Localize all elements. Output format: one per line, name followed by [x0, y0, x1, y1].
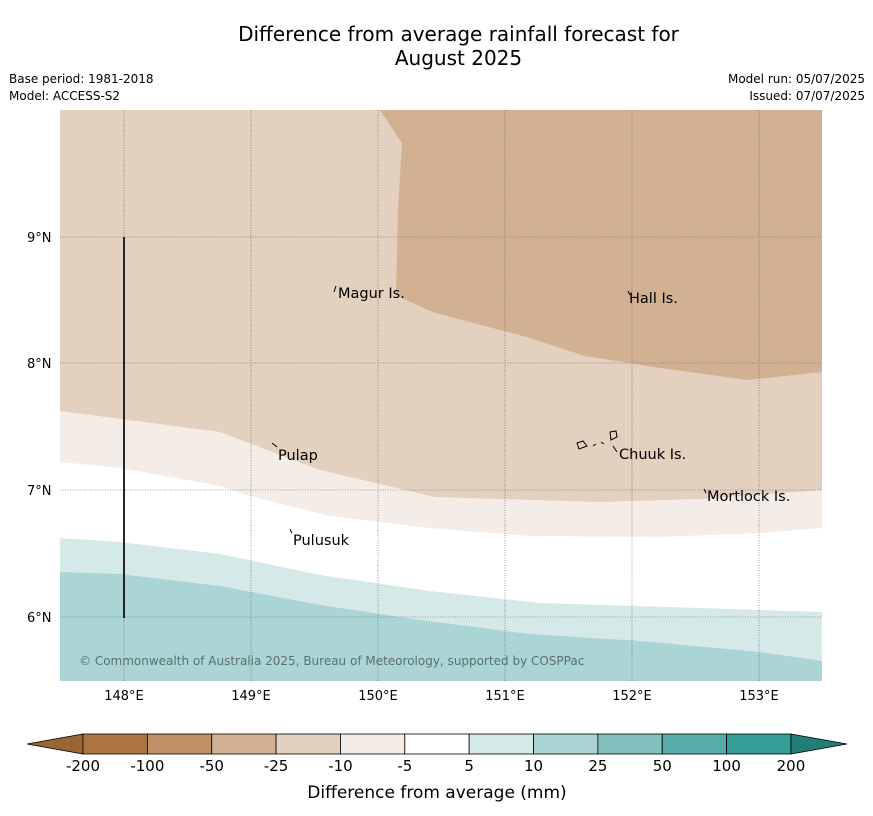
- place-label-pulusuk: Pulusuk: [293, 533, 350, 549]
- map-title: Difference from average rainfall forecas…: [0, 22, 873, 70]
- pulap-island-shape: [271, 442, 278, 448]
- colorbar-segment: [533, 733, 599, 755]
- lon-label-149e: 149°E: [231, 689, 271, 704]
- colorbar-over-arrow: [790, 733, 848, 755]
- base-period: Base period: 1981-2018: [9, 72, 154, 86]
- lat-label-6n: 6°N: [27, 611, 52, 626]
- colorbar-segment: [404, 733, 470, 755]
- colorbar-ticks: -200 -100 -50 -25 -10 -5 5 10 25 50 100 200: [66, 757, 805, 775]
- place-label-hall: Hall Is.: [629, 291, 678, 307]
- place-label-chuuk: Chuuk Is.: [619, 447, 686, 463]
- colorbar-tick-label: -25: [264, 757, 289, 775]
- model-info: Base period: 1981-2018 Model: ACCESS-S2: [9, 71, 154, 105]
- lon-label-152e: 152°E: [612, 689, 652, 704]
- colorbar-tick-label: 50: [653, 757, 672, 775]
- island-outlines: [271, 285, 707, 534]
- colorbar-tick-label: -5: [397, 757, 412, 775]
- lon-label-151e: 151°E: [485, 689, 525, 704]
- magur-island-shape: [333, 285, 337, 293]
- place-label-mortlock: Mortlock Is.: [707, 489, 790, 505]
- lat-label-7n: 7°N: [27, 484, 52, 499]
- chuuk-island-shape-3: [600, 441, 605, 445]
- chuuk-island-shape-5: [612, 445, 618, 453]
- issued-date: Issued: 07/07/2025: [749, 89, 865, 103]
- pulusuk-island-shape: [289, 528, 293, 534]
- lon-label-150e: 150°E: [358, 689, 398, 704]
- colorbar-tick-label: 200: [777, 757, 806, 775]
- chuuk-island-shape-2: [592, 443, 597, 447]
- colorbar-segment: [211, 733, 277, 755]
- colorbar-label: Difference from average (mm): [307, 783, 566, 803]
- band-plus10-plus25: [60, 572, 822, 681]
- title-line-1: Difference from average rainfall forecas…: [238, 22, 679, 46]
- colorbar-tick-label: -50: [199, 757, 224, 775]
- lat-label-9n: 9°N: [27, 231, 52, 246]
- colorbar-segment: [661, 733, 727, 755]
- hall-island-shape: [627, 290, 631, 296]
- title-line-2: August 2025: [394, 46, 523, 70]
- colorbar-under-arrow: [26, 733, 84, 755]
- lat-label-8n: 8°N: [27, 357, 52, 372]
- colorbar-segment: [146, 733, 213, 755]
- colorbar-tick-label: 10: [524, 757, 543, 775]
- colorbar-segment: [468, 733, 534, 755]
- run-info: Model run: 05/07/2025 Issued: 07/07/2025: [728, 71, 865, 105]
- colorbar-segment: [597, 733, 663, 755]
- band-minus50-minus25: [380, 110, 822, 380]
- lon-label-148e: 148°E: [104, 689, 144, 704]
- map-area: Magur Is. Hall Is. Pulap Chuuk Is. Mortl…: [60, 110, 822, 681]
- colorbar-segment: [82, 733, 148, 755]
- place-label-pulap: Pulap: [278, 448, 318, 464]
- colorbar-segment: [275, 733, 341, 755]
- chuuk-island-shape-1: [576, 440, 588, 450]
- copyright-credit: © Commonwealth of Australia 2025, Bureau…: [79, 654, 584, 668]
- place-label-magur: Magur Is.: [338, 286, 405, 302]
- mortlock-island-shape: [703, 488, 707, 494]
- model-name: Model: ACCESS-S2: [9, 89, 121, 103]
- colorbar: -200 -100 -50 -25 -10 -5 5 10 25 50 100 200 Differe…: [26, 733, 848, 803]
- colorbar-tick-label: -200: [66, 757, 100, 775]
- colorbar-segment: [726, 733, 792, 755]
- colorbar-segment: [340, 733, 406, 755]
- colorbar-segments: [82, 733, 792, 755]
- colorbar-tick-label: 100: [712, 757, 741, 775]
- colorbar-tick-label: 5: [464, 757, 474, 775]
- chuuk-island-shape-4: [609, 430, 618, 441]
- lon-label-153e: 153°E: [739, 689, 779, 704]
- colorbar-tick-label: -100: [130, 757, 164, 775]
- colorbar-tick-label: 25: [588, 757, 607, 775]
- colorbar-tick-label: -10: [328, 757, 353, 775]
- model-run-date: Model run: 05/07/2025: [727, 72, 865, 86]
